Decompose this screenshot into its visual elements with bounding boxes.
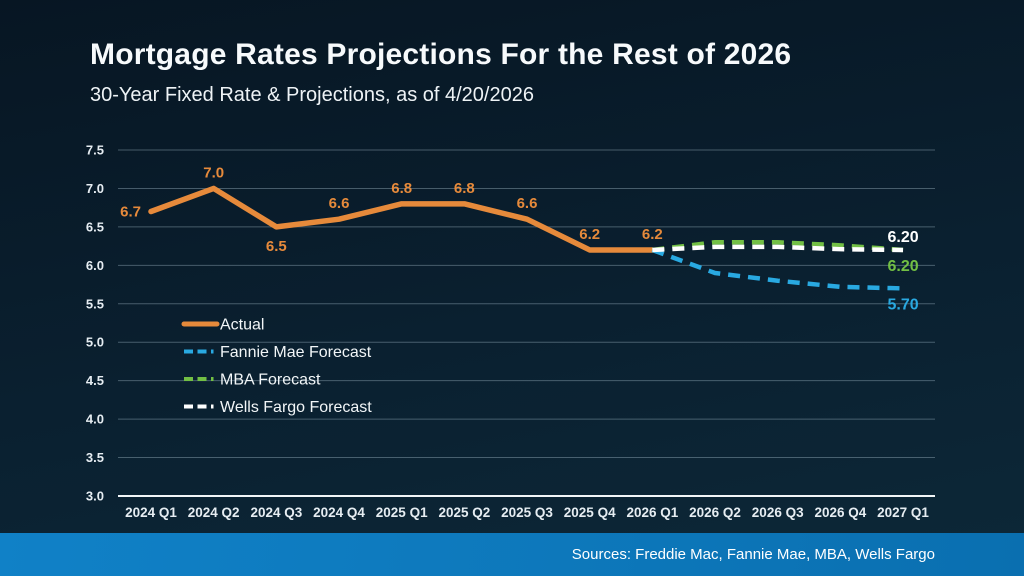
x-tick-label: 2024 Q1: [125, 505, 177, 520]
slide-subtitle: 30-Year Fixed Rate & Projections, as of …: [90, 84, 534, 106]
data-label: 6.5: [266, 238, 287, 255]
x-tick-label: 2025 Q2: [438, 505, 490, 520]
data-label: 6.7: [120, 204, 141, 221]
x-tick-label: 2024 Q2: [188, 505, 240, 520]
x-tick-label: 2025 Q3: [501, 505, 553, 520]
series-line-wells-fargo-forecast: [652, 244, 904, 253]
y-tick-label: 3.0: [86, 489, 104, 504]
data-label: 6.2: [642, 226, 663, 243]
y-tick-label: 6.5: [86, 219, 104, 234]
x-tick-label: 2025 Q1: [376, 505, 428, 520]
forecast-end-label: 6.20: [887, 229, 918, 246]
legend-label: MBA Forecast: [220, 372, 321, 389]
y-tick-label: 6.0: [86, 258, 104, 273]
source-bar: Sources: Freddie Mac, Fannie Mae, MBA, W…: [0, 533, 1024, 576]
y-tick-label: 7.0: [86, 181, 104, 196]
x-tick-label: 2027 Q1: [877, 505, 929, 520]
series-line-fannie-mae-forecast: [651, 247, 904, 291]
x-tick-label: 2025 Q4: [564, 505, 616, 520]
data-label: 6.6: [517, 195, 538, 212]
data-label: 7.0: [203, 164, 224, 181]
y-tick-label: 3.5: [86, 450, 104, 465]
x-tick-label: 2026 Q4: [814, 505, 866, 520]
slide-title: Mortgage Rates Projections For the Rest …: [90, 38, 792, 71]
x-tick-label: 2026 Q3: [752, 505, 804, 520]
forecast-end-label: 5.70: [887, 296, 918, 313]
series-line-actual: [148, 185, 656, 253]
x-tick-label: 2024 Q4: [313, 505, 365, 520]
y-tick-label: 5.0: [86, 335, 104, 350]
x-tick-label: 2024 Q3: [250, 505, 302, 520]
y-tick-label: 4.0: [86, 412, 104, 427]
y-tick-label: 7.5: [86, 143, 104, 158]
legend-label: Wells Fargo Forecast: [220, 399, 372, 416]
data-label: 6.6: [329, 195, 350, 212]
data-label: 6.2: [579, 226, 600, 243]
x-tick-label: 2026 Q1: [626, 505, 678, 520]
data-label: 6.8: [391, 180, 412, 197]
legend-label: Fannie Mae Forecast: [220, 344, 372, 361]
y-tick-label: 5.5: [86, 296, 104, 311]
data-label: 6.8: [454, 180, 475, 197]
source-text: Sources: Freddie Mac, Fannie Mae, MBA, W…: [571, 546, 935, 563]
legend-label: Actual: [220, 317, 264, 334]
forecast-end-label: 6.20: [887, 258, 918, 275]
series-line-mba-forecast: [652, 240, 904, 253]
y-tick-label: 4.5: [86, 373, 104, 388]
x-tick-label: 2026 Q2: [689, 505, 741, 520]
